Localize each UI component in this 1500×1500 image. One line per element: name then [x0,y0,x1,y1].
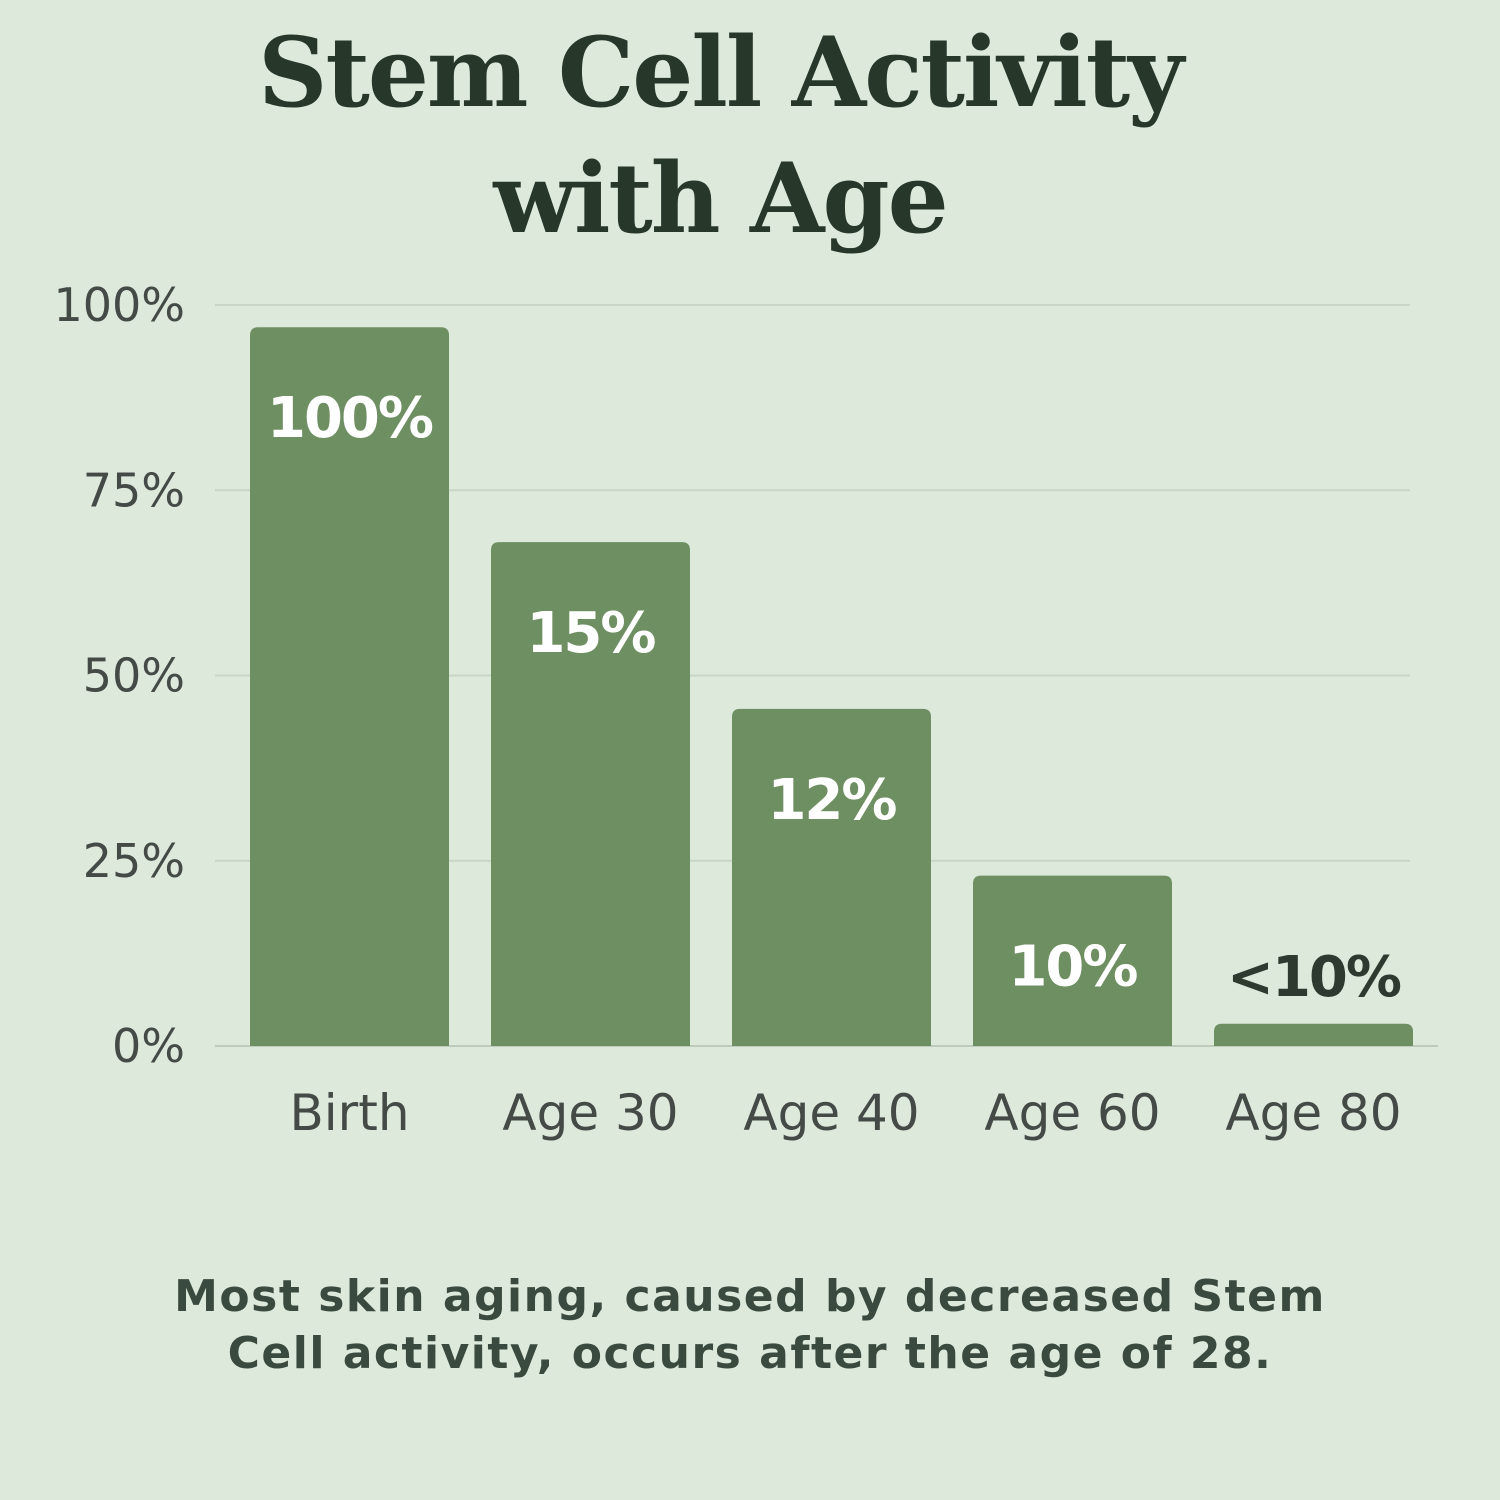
title-line-1: Stem Cell Activity [258,16,1184,129]
bar-value-label: <10% [1227,945,1401,1010]
bar [491,542,690,1046]
bar [1214,1023,1413,1046]
x-tick-label: Birth [289,1084,409,1142]
x-tick-label: Age 40 [743,1084,919,1142]
title-line-2: with Age [493,142,948,255]
y-tick-label: 0% [112,1019,185,1073]
bar [250,327,449,1047]
chart-title: Stem Cell Activity with Age [0,10,1440,262]
bar-value-label: 12% [767,768,896,833]
bar-value-label: 10% [1008,935,1137,1000]
bar-value-label: 15% [526,601,655,666]
y-tick-label: 50% [83,649,185,703]
x-tick-label: Age 30 [502,1084,678,1142]
x-tick-label: Age 80 [1225,1084,1401,1142]
x-tick-label: Age 60 [984,1084,1160,1142]
y-tick-label: 100% [53,278,185,332]
y-tick-label: 75% [83,463,185,517]
chart-caption: Most skin aging, caused by decreased Ste… [100,1268,1400,1382]
caption-line-1: Most skin aging, caused by decreased Ste… [174,1271,1326,1322]
bar [732,708,931,1046]
y-tick-label: 25% [83,834,185,888]
bar-value-label: 100% [267,386,433,451]
caption-line-2: Cell activity, occurs after the age of 2… [227,1328,1273,1379]
bar [973,875,1172,1046]
